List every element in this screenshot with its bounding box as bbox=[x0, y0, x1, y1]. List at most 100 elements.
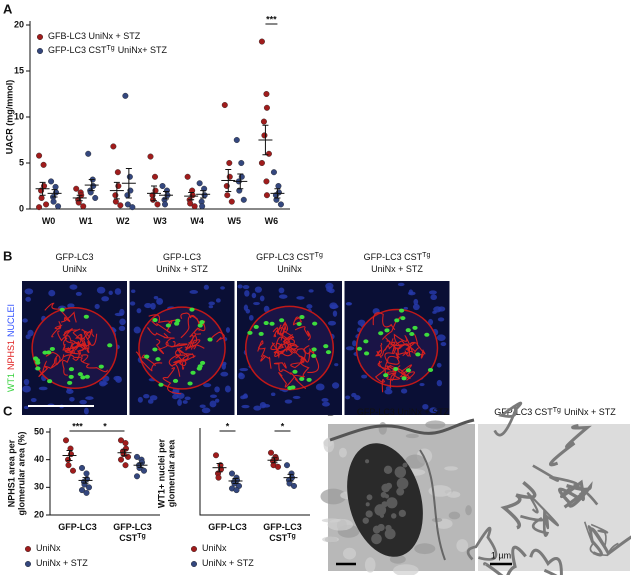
nucleus bbox=[400, 388, 408, 394]
nucleus bbox=[184, 396, 191, 401]
text-part: W4 bbox=[190, 216, 204, 226]
text-part: GFP-LC3 CST bbox=[364, 252, 423, 262]
wt1-nucleus bbox=[47, 379, 53, 384]
nucleus bbox=[225, 327, 231, 333]
significance-label: *** bbox=[266, 14, 277, 24]
data-point bbox=[261, 132, 268, 139]
data-point bbox=[228, 198, 235, 205]
data-point bbox=[124, 453, 131, 460]
x-tick-label: CSTTg bbox=[119, 533, 146, 544]
data-point bbox=[126, 173, 133, 180]
data-point bbox=[112, 198, 119, 205]
x-tick-label: W5 bbox=[228, 216, 242, 226]
legend-marker bbox=[37, 48, 44, 55]
data-point bbox=[80, 203, 87, 210]
wt1-nucleus bbox=[405, 368, 412, 373]
wt1-nucleus bbox=[199, 360, 206, 365]
podocyte-membrane bbox=[273, 362, 287, 373]
nucleus bbox=[119, 318, 126, 326]
wt1-nucleus bbox=[247, 330, 253, 335]
text-part: GFP-LC3 bbox=[58, 522, 97, 532]
nucleus bbox=[96, 286, 106, 294]
data-point bbox=[275, 182, 282, 189]
panel-letter: A bbox=[3, 1, 13, 16]
em-chromatin bbox=[402, 462, 408, 468]
data-point bbox=[85, 150, 92, 157]
nucleus bbox=[384, 389, 393, 395]
nucleus bbox=[177, 398, 182, 406]
wt1-nucleus bbox=[207, 337, 213, 342]
wt1-nucleus bbox=[68, 367, 75, 372]
podocyte-membrane bbox=[62, 349, 75, 376]
data-point bbox=[69, 467, 76, 474]
em-chromatin bbox=[396, 487, 405, 496]
em-texture bbox=[447, 491, 461, 498]
text-part: GFP-LC3 bbox=[208, 522, 247, 532]
nucleus bbox=[329, 304, 339, 309]
data-point bbox=[263, 178, 270, 185]
podocyte-membrane bbox=[162, 367, 182, 395]
nucleus bbox=[428, 290, 437, 295]
nucleus bbox=[242, 284, 250, 290]
wt1-nucleus bbox=[356, 346, 363, 351]
podocyte-membrane bbox=[404, 335, 416, 352]
podocyte-membrane bbox=[173, 358, 187, 367]
wt1-nucleus bbox=[197, 364, 203, 369]
wt1-nucleus bbox=[296, 321, 302, 326]
nucleus bbox=[176, 392, 185, 399]
error-bar bbox=[125, 168, 132, 199]
wt1-nucleus bbox=[158, 382, 164, 387]
data-point bbox=[228, 470, 235, 477]
data-point bbox=[38, 194, 45, 201]
wt1-nucleus bbox=[393, 367, 399, 372]
text-part: GFP-LC3 bbox=[263, 522, 302, 532]
text-part: UniNx + STZ bbox=[202, 558, 254, 568]
em-chromatin bbox=[374, 504, 387, 516]
panel-letter: B bbox=[3, 248, 12, 263]
error-bar bbox=[66, 450, 73, 461]
superscript: Tg bbox=[315, 252, 323, 259]
nucleus bbox=[220, 286, 225, 290]
em-texture bbox=[323, 437, 335, 453]
text-part: GFP-LC3 CST bbox=[256, 252, 315, 262]
wt1-nucleus bbox=[405, 328, 411, 333]
data-point bbox=[122, 462, 129, 469]
y-axis-label: UACR (mg/mmol) bbox=[4, 80, 14, 155]
em-chromatin bbox=[398, 509, 406, 518]
error-bar bbox=[121, 449, 128, 457]
wt1-nucleus bbox=[84, 374, 90, 379]
text-part: GFB-LC3 UniNx + STZ bbox=[48, 31, 141, 41]
data-point bbox=[258, 159, 265, 166]
em-chromatin bbox=[385, 482, 393, 490]
podocyte-membrane bbox=[378, 360, 387, 374]
em-header: GFP-LC3 CSTTg UniNx + STZ bbox=[494, 407, 616, 418]
x-tick-label: W4 bbox=[190, 216, 204, 226]
nucleus bbox=[437, 317, 445, 322]
nucleus bbox=[278, 287, 285, 294]
wt1-nucleus bbox=[394, 318, 400, 323]
error-bar bbox=[113, 181, 120, 200]
nucleus bbox=[153, 295, 159, 300]
legend-marker bbox=[190, 546, 197, 553]
podocyte-membrane bbox=[384, 347, 409, 362]
em-texture bbox=[393, 564, 419, 575]
wt1-nucleus bbox=[77, 372, 83, 377]
nucleus bbox=[345, 302, 353, 306]
wt1-nucleus bbox=[290, 385, 296, 390]
em-membrane bbox=[589, 527, 631, 557]
nucleus bbox=[241, 404, 250, 409]
data-point bbox=[233, 487, 240, 494]
nucleus bbox=[436, 334, 446, 342]
nucleus bbox=[345, 346, 355, 351]
wt1-nucleus bbox=[197, 323, 203, 328]
nucleus bbox=[143, 393, 150, 399]
data-point bbox=[122, 92, 129, 99]
data-point bbox=[265, 150, 272, 157]
nucleus bbox=[150, 302, 156, 310]
em-texture bbox=[465, 505, 472, 516]
nucleus bbox=[25, 296, 31, 302]
column-header: UniNx + STZ bbox=[156, 264, 208, 274]
data-point bbox=[92, 194, 99, 201]
data-point bbox=[226, 159, 233, 166]
